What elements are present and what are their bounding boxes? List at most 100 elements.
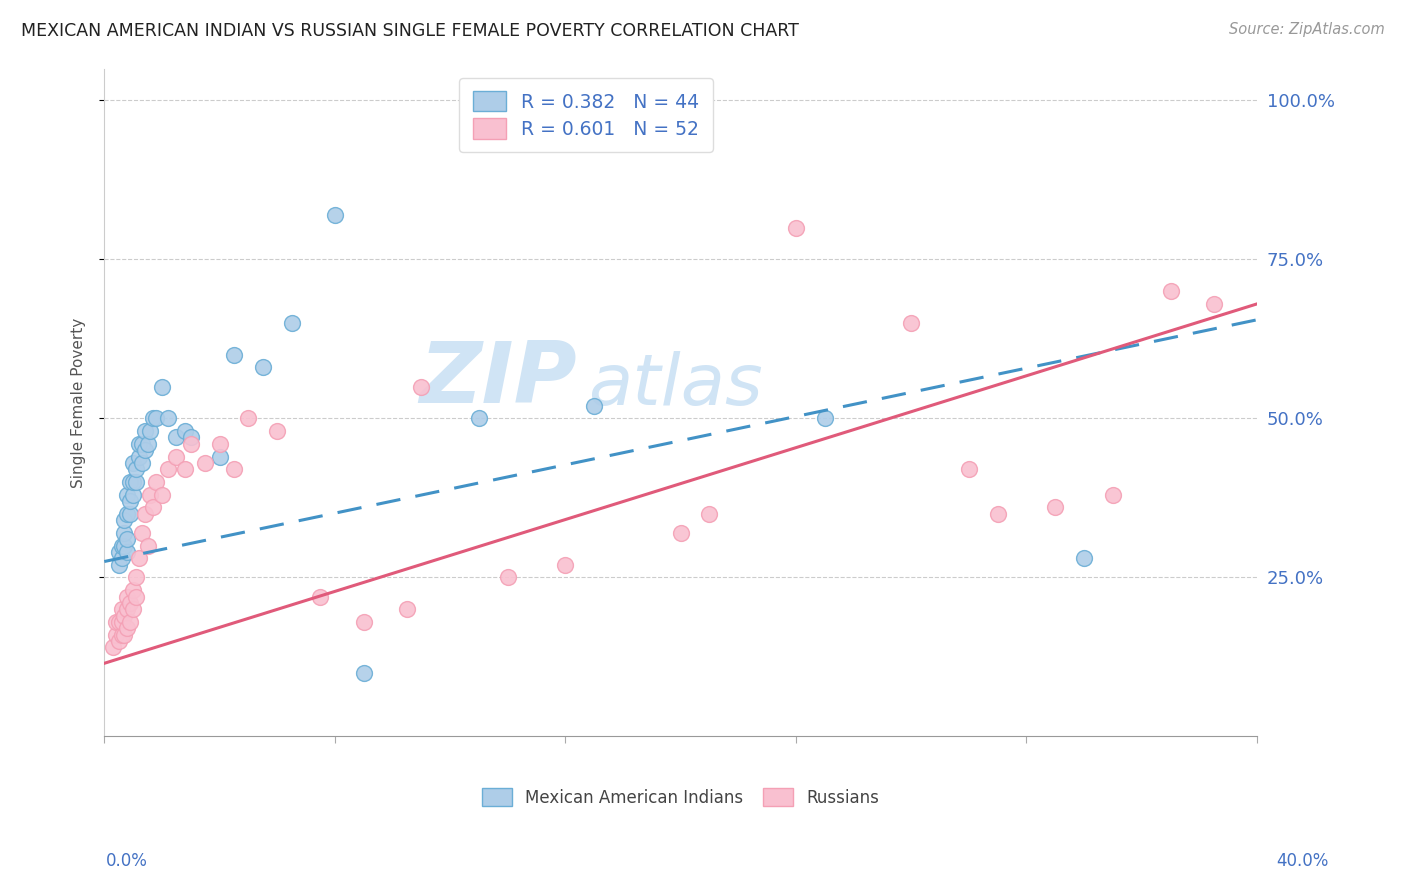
Point [120, 475, 142, 489]
Point [125, 462, 148, 476]
Point [180, 430, 202, 444]
Point [134, 424, 156, 438]
Point [353, 665, 375, 680]
Point [222, 462, 245, 476]
Point [110, 539, 132, 553]
Point [117, 507, 139, 521]
Point [117, 602, 139, 616]
Point [104, 628, 127, 642]
Point [1102, 488, 1125, 502]
Point [1160, 284, 1182, 298]
Point [122, 456, 145, 470]
Point [117, 621, 139, 635]
Point [699, 507, 721, 521]
Point [145, 411, 167, 425]
Point [142, 411, 165, 425]
Point [110, 615, 132, 629]
Point [142, 500, 165, 515]
Point [107, 615, 129, 629]
Point [208, 437, 231, 451]
Point [957, 462, 980, 476]
Point [117, 590, 139, 604]
Point [165, 450, 187, 464]
Point [114, 628, 136, 642]
Point [208, 450, 231, 464]
Text: MEXICAN AMERICAN INDIAN VS RUSSIAN SINGLE FEMALE POVERTY CORRELATION CHART: MEXICAN AMERICAN INDIAN VS RUSSIAN SINGL… [21, 22, 799, 40]
Text: 0.0%: 0.0% [105, 852, 148, 870]
Point [117, 533, 139, 547]
Y-axis label: Single Female Poverty: Single Female Poverty [72, 318, 86, 488]
Point [468, 411, 491, 425]
Point [122, 583, 145, 598]
Point [101, 640, 124, 655]
Point [117, 545, 139, 559]
Point [120, 596, 142, 610]
Point [114, 525, 136, 540]
Point [174, 462, 197, 476]
Point [139, 424, 162, 438]
Point [122, 475, 145, 489]
Point [131, 437, 153, 451]
Point [156, 462, 179, 476]
Point [669, 525, 692, 540]
Point [125, 570, 148, 584]
Point [128, 551, 150, 566]
Text: atlas: atlas [589, 351, 763, 420]
Point [353, 615, 375, 629]
Text: Source: ZipAtlas.com: Source: ZipAtlas.com [1229, 22, 1385, 37]
Point [110, 628, 132, 642]
Point [128, 450, 150, 464]
Point [309, 590, 332, 604]
Point [323, 208, 346, 222]
Point [134, 507, 156, 521]
Point [150, 379, 173, 393]
Point [125, 475, 148, 489]
Point [120, 507, 142, 521]
Point [814, 411, 837, 425]
Point [900, 316, 922, 330]
Point [145, 475, 167, 489]
Point [134, 443, 156, 458]
Point [131, 456, 153, 470]
Point [150, 488, 173, 502]
Point [496, 570, 519, 584]
Point [139, 488, 162, 502]
Point [266, 424, 288, 438]
Point [107, 545, 129, 559]
Point [114, 513, 136, 527]
Point [107, 634, 129, 648]
Point [122, 602, 145, 616]
Point [110, 602, 132, 616]
Point [110, 551, 132, 566]
Point [411, 379, 433, 393]
Point [136, 539, 159, 553]
Point [107, 558, 129, 572]
Point [785, 220, 807, 235]
Point [131, 525, 153, 540]
Point [156, 411, 179, 425]
Point [583, 399, 606, 413]
Point [114, 608, 136, 623]
Point [987, 507, 1010, 521]
Point [222, 348, 245, 362]
Point [114, 539, 136, 553]
Point [395, 602, 418, 616]
Point [120, 615, 142, 629]
Legend: Mexican American Indians, Russians: Mexican American Indians, Russians [475, 781, 886, 814]
Point [104, 615, 127, 629]
Point [122, 488, 145, 502]
Point [194, 456, 217, 470]
Point [128, 437, 150, 451]
Point [136, 437, 159, 451]
Point [117, 488, 139, 502]
Point [238, 411, 260, 425]
Point [165, 430, 187, 444]
Point [174, 424, 197, 438]
Point [180, 437, 202, 451]
Text: 40.0%: 40.0% [1277, 852, 1329, 870]
Point [554, 558, 576, 572]
Point [120, 494, 142, 508]
Point [1073, 551, 1095, 566]
Point [252, 360, 274, 375]
Point [280, 316, 302, 330]
